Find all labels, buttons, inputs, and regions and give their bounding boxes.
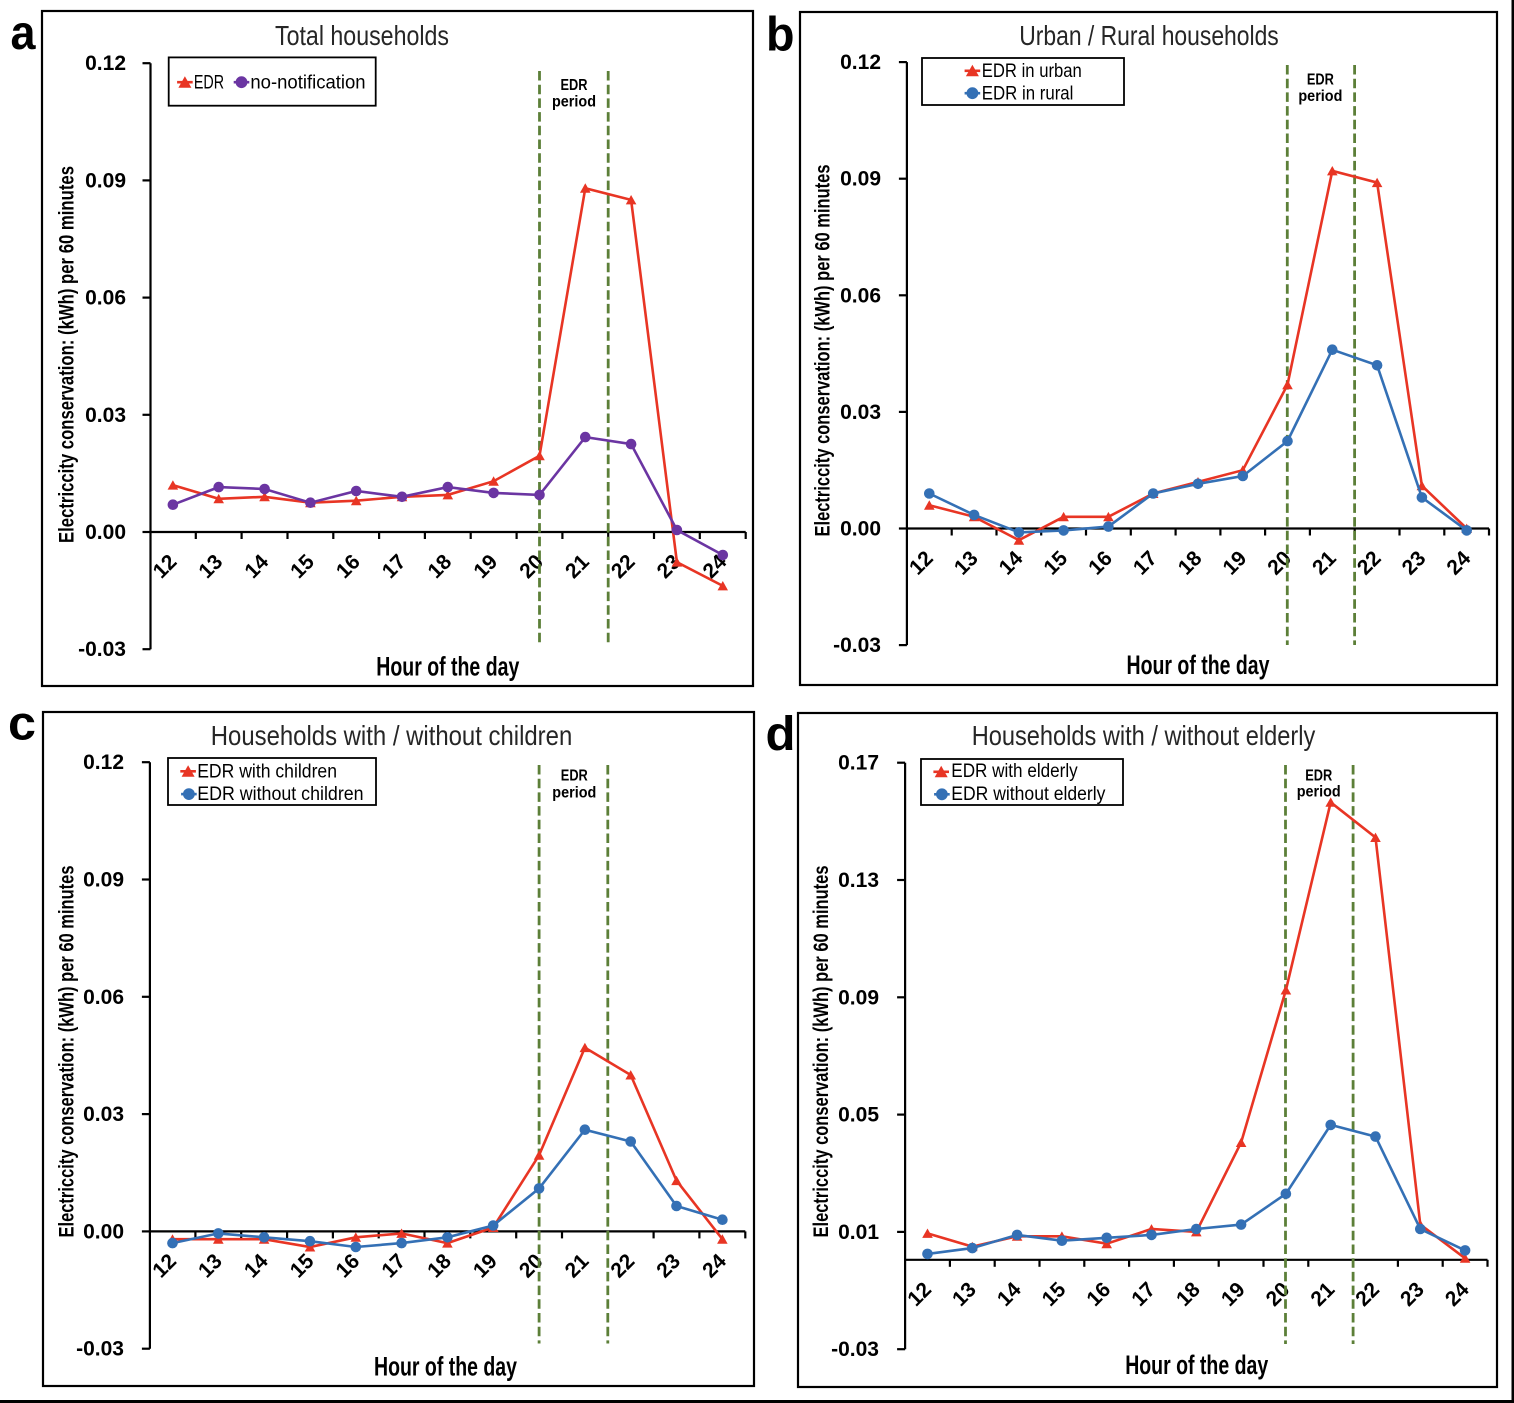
svg-text:0.03: 0.03 <box>85 404 126 427</box>
svg-text:Electriccity conservation: (kW: Electriccity conservation: (kWh) per 60 … <box>56 866 79 1238</box>
svg-text:0.05: 0.05 <box>838 1104 879 1127</box>
svg-text:0.09: 0.09 <box>838 986 879 1009</box>
svg-text:0.17: 0.17 <box>838 752 879 775</box>
svg-text:Households with / without chil: Households with / without children <box>211 720 573 751</box>
svg-text:a: a <box>11 7 36 60</box>
svg-text:c: c <box>8 698 36 751</box>
svg-text:0.01: 0.01 <box>838 1221 879 1244</box>
svg-text:-0.03: -0.03 <box>833 634 881 657</box>
svg-text:0.09: 0.09 <box>840 168 881 191</box>
svg-text:EDR: EDR <box>561 77 588 94</box>
svg-text:0.00: 0.00 <box>840 518 881 541</box>
svg-text:EDR: EDR <box>194 72 224 93</box>
svg-text:Hour of the day: Hour of the day <box>374 1352 517 1382</box>
svg-text:0.00: 0.00 <box>85 521 126 544</box>
svg-text:0.09: 0.09 <box>83 869 124 892</box>
svg-text:period: period <box>1298 88 1342 105</box>
svg-text:EDR: EDR <box>1307 71 1334 88</box>
svg-text:Electriccity conservation: (kW: Electriccity conservation: (kWh) per 60 … <box>56 166 79 543</box>
svg-text:d: d <box>766 708 796 761</box>
svg-text:0.06: 0.06 <box>840 284 881 307</box>
svg-text:Total households: Total households <box>275 20 449 51</box>
svg-text:0.12: 0.12 <box>85 52 126 75</box>
svg-text:EDR without elderly: EDR without elderly <box>951 784 1106 805</box>
svg-text:Hour of the day: Hour of the day <box>376 652 519 682</box>
svg-text:0.03: 0.03 <box>83 1103 124 1126</box>
svg-text:no-notification: no-notification <box>250 72 365 93</box>
svg-text:Households with / without elde: Households with / without elderly <box>972 720 1316 751</box>
svg-text:EDR without children: EDR without children <box>197 784 363 805</box>
svg-text:0.13: 0.13 <box>838 869 879 892</box>
svg-text:EDR with elderly: EDR with elderly <box>951 761 1078 782</box>
svg-text:Urban / Rural households: Urban / Rural households <box>1019 20 1279 51</box>
svg-text:EDR in urban: EDR in urban <box>982 61 1082 82</box>
svg-text:-0.03: -0.03 <box>831 1338 879 1361</box>
svg-text:Electriccity conservation: (kW: Electriccity conservation: (kWh) per 60 … <box>810 866 833 1238</box>
svg-text:period: period <box>1297 784 1341 801</box>
svg-text:Hour of the day: Hour of the day <box>1127 650 1270 680</box>
svg-text:period: period <box>552 94 596 111</box>
svg-text:-0.03: -0.03 <box>76 1338 124 1361</box>
svg-text:Electriccity conservation: (kW: Electriccity conservation: (kWh) per 60 … <box>812 165 835 537</box>
svg-text:0.03: 0.03 <box>840 401 881 424</box>
svg-text:0.06: 0.06 <box>85 287 126 310</box>
svg-text:period: period <box>552 785 596 802</box>
svg-text:0.09: 0.09 <box>85 169 126 192</box>
svg-text:EDR: EDR <box>1305 767 1332 784</box>
svg-text:0.12: 0.12 <box>83 751 124 774</box>
svg-text:EDR with children: EDR with children <box>197 761 337 782</box>
svg-text:EDR: EDR <box>561 768 588 785</box>
svg-text:0.12: 0.12 <box>840 51 881 74</box>
svg-text:b: b <box>766 9 795 62</box>
svg-text:0.00: 0.00 <box>83 1220 124 1243</box>
svg-text:-0.03: -0.03 <box>78 638 126 661</box>
svg-text:EDR in rural: EDR in rural <box>982 83 1074 104</box>
svg-text:Hour of the day: Hour of the day <box>1125 1350 1268 1380</box>
svg-text:0.06: 0.06 <box>83 986 124 1009</box>
